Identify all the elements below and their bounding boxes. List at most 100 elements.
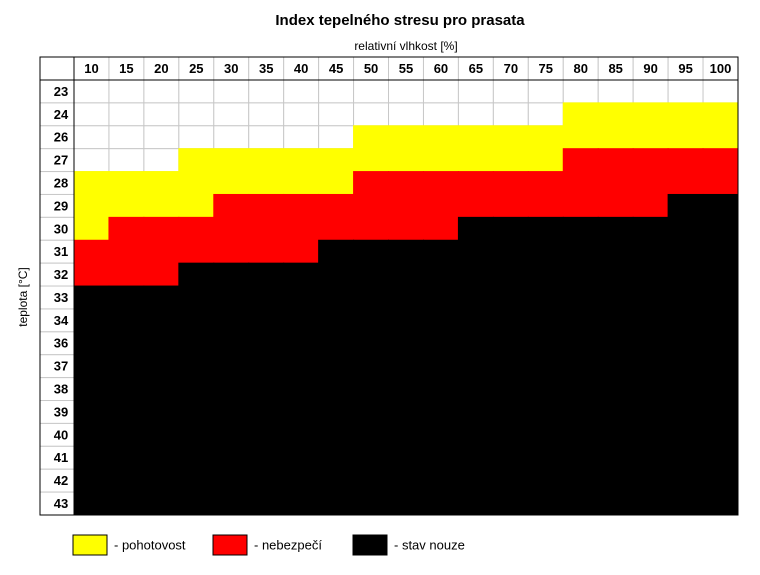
cell — [702, 422, 739, 447]
cell — [248, 377, 285, 402]
cell — [73, 491, 110, 516]
cell — [143, 148, 180, 173]
cell — [597, 216, 634, 241]
cell — [527, 216, 564, 241]
cell — [667, 125, 704, 150]
cell — [492, 422, 529, 447]
cell — [108, 491, 145, 516]
cell — [283, 285, 320, 310]
cell — [143, 422, 180, 447]
y-tick-label: 37 — [54, 359, 68, 374]
cell — [492, 262, 529, 287]
cell — [248, 285, 285, 310]
cell — [492, 79, 529, 104]
cell — [457, 422, 494, 447]
cell — [422, 193, 459, 218]
cell — [178, 216, 215, 241]
cell — [667, 171, 704, 195]
cell — [178, 308, 215, 333]
cell — [562, 216, 599, 241]
cell — [702, 102, 739, 127]
x-tick-label: 20 — [154, 61, 168, 76]
cell — [248, 193, 285, 218]
cell — [178, 262, 215, 287]
cell — [143, 171, 180, 195]
cell — [178, 285, 215, 310]
cell — [422, 377, 459, 402]
cell — [702, 445, 739, 470]
cell — [213, 445, 250, 470]
cell — [73, 148, 110, 173]
cell — [702, 308, 739, 333]
cell — [527, 468, 564, 493]
cell — [562, 308, 599, 333]
cell — [597, 308, 634, 333]
cell — [457, 262, 494, 287]
cell — [178, 377, 215, 402]
cell — [667, 102, 704, 127]
cell — [213, 171, 250, 195]
cell — [73, 331, 110, 356]
cell — [492, 400, 529, 424]
cell — [457, 79, 494, 104]
x-tick-label: 10 — [84, 61, 98, 76]
cell — [248, 171, 285, 195]
cell — [213, 125, 250, 150]
cell — [562, 422, 599, 447]
cell — [353, 331, 390, 356]
cell — [492, 148, 529, 173]
x-tick-label: 25 — [189, 61, 203, 76]
cell — [248, 79, 285, 104]
cell — [108, 400, 145, 424]
cell — [422, 422, 459, 447]
cell — [213, 193, 250, 218]
cell — [73, 125, 110, 150]
cell — [422, 102, 459, 127]
y-tick-label: 33 — [54, 290, 68, 305]
cell — [353, 239, 390, 264]
cell — [527, 102, 564, 127]
cell — [667, 491, 704, 516]
cell — [248, 239, 285, 264]
cell — [492, 331, 529, 356]
cell — [562, 262, 599, 287]
cell — [702, 377, 739, 402]
cell — [457, 377, 494, 402]
cell — [73, 377, 110, 402]
cell — [492, 491, 529, 516]
cell — [283, 171, 320, 195]
cell — [318, 422, 355, 447]
cell — [248, 102, 285, 127]
cell — [597, 125, 634, 150]
cell — [283, 239, 320, 264]
cell — [457, 491, 494, 516]
cell — [318, 216, 355, 241]
cell — [388, 377, 424, 402]
cell — [667, 308, 704, 333]
cell — [527, 308, 564, 333]
cell — [318, 148, 355, 173]
cell — [597, 422, 634, 447]
cell — [422, 308, 459, 333]
cell — [283, 193, 320, 218]
cell — [248, 331, 285, 356]
cell — [108, 239, 145, 264]
cell — [562, 491, 599, 516]
cell — [143, 239, 180, 264]
cell — [248, 491, 285, 516]
cell — [283, 400, 320, 424]
cell — [108, 125, 145, 150]
cell — [527, 445, 564, 470]
cell — [457, 148, 494, 173]
cell — [283, 331, 320, 356]
cell — [353, 285, 390, 310]
cell — [527, 285, 564, 310]
cell — [283, 262, 320, 287]
cell — [422, 354, 459, 379]
cell — [597, 331, 634, 356]
cell — [388, 193, 424, 218]
cell — [492, 445, 529, 470]
chart-title: Index tepelného stresu pro prasata — [275, 12, 525, 29]
